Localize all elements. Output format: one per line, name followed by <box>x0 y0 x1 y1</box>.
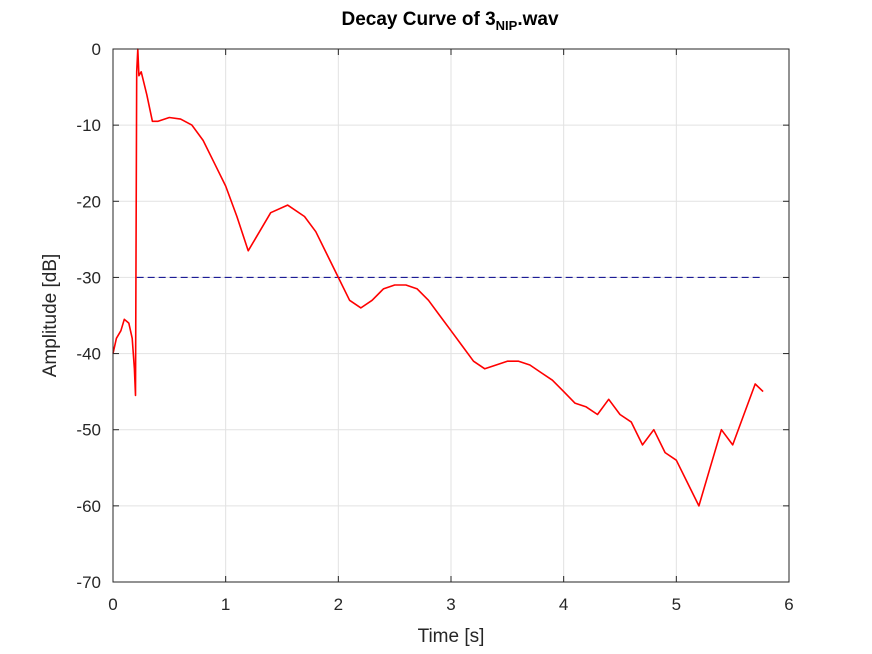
series-layer <box>112 48 764 507</box>
y-tick-label: -60 <box>76 497 101 516</box>
chart-title-main: Decay Curve of 3 <box>341 9 495 30</box>
y-tick-label: -10 <box>76 116 101 135</box>
chart-title-subscript: NIP <box>496 18 518 33</box>
ticks: 0 1 2 3 4 5 6 0 -10 -20 -30 -40 -50 -60 -70 <box>76 40 793 614</box>
y-axis-label: Amplitude [dB] <box>40 254 61 378</box>
x-tick-label: 4 <box>559 595 568 614</box>
y-tick-label: -70 <box>76 573 101 592</box>
x-tick-label: 5 <box>672 595 681 614</box>
x-axis-label: Time [s] <box>418 626 485 647</box>
x-tick-label: 6 <box>784 595 793 614</box>
y-tick-label: 0 <box>92 40 101 59</box>
chart-title: Decay Curve of 3NIP.wav <box>341 9 558 33</box>
y-tick-label: -30 <box>76 268 101 287</box>
x-tick-label: 2 <box>334 595 343 614</box>
x-tick-label: 3 <box>446 595 455 614</box>
grid <box>112 48 790 583</box>
chart-title-suffix: .wav <box>517 9 559 30</box>
y-tick-label: -20 <box>76 192 101 211</box>
y-tick-label: -50 <box>76 421 101 440</box>
decay-series-line <box>112 48 764 507</box>
y-tick-label: -40 <box>76 345 101 364</box>
x-tick-label: 1 <box>221 595 230 614</box>
x-tick-label: 0 <box>108 595 117 614</box>
